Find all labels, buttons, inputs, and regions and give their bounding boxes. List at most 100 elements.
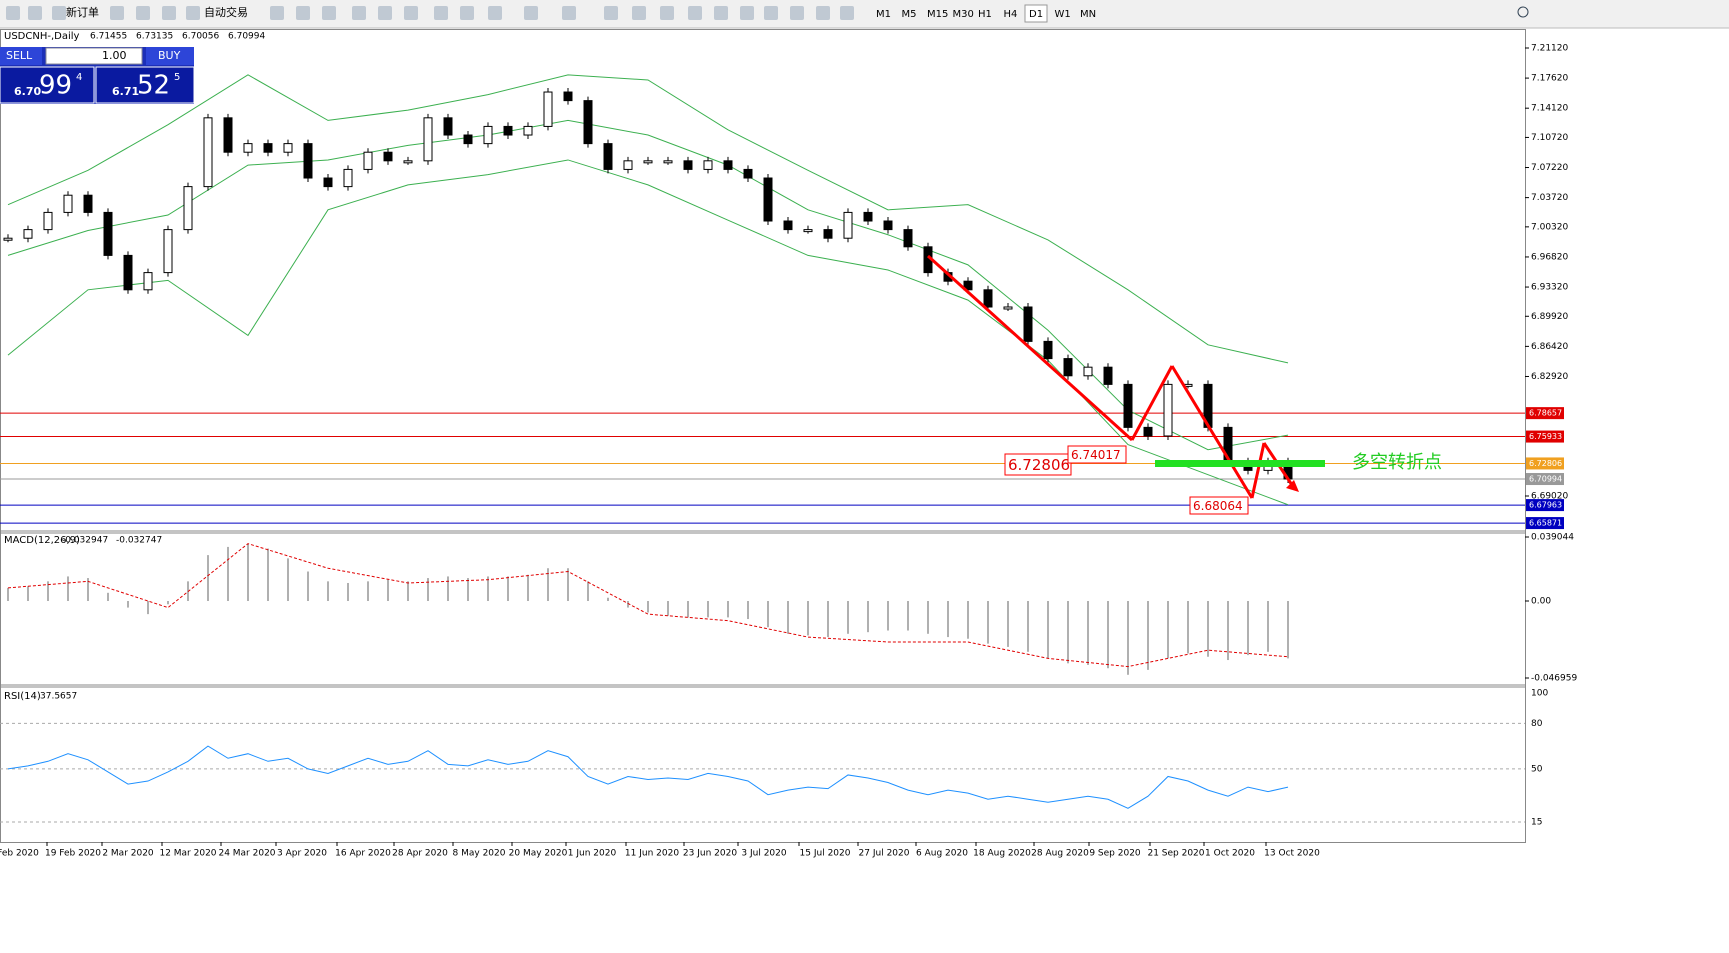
date-label: Feb 2020	[0, 849, 39, 859]
price-level-tag	[1526, 517, 1564, 530]
price-tick-label: 7.14120	[1531, 104, 1568, 114]
bid-price-main: 99	[39, 71, 72, 101]
price-level-tag	[1526, 457, 1564, 470]
search-icon[interactable]	[1517, 6, 1529, 18]
timeframe-button[interactable]: H1	[978, 9, 992, 20]
toolbar-icon[interactable]	[562, 6, 576, 20]
toolbar-icon[interactable]	[322, 6, 336, 20]
toolbar-icon[interactable]	[740, 6, 754, 20]
timeframe-button[interactable]: M15	[927, 9, 948, 20]
candle	[663, 160, 673, 164]
toolbar-icon[interactable]	[816, 6, 830, 20]
date-label: 9 Sep 2020	[1089, 849, 1141, 859]
toolbar-icon[interactable]	[136, 6, 150, 20]
date-label: 3 Jul 2020	[741, 849, 786, 859]
timeframe-button[interactable]: W1	[1055, 9, 1071, 20]
price-level-tag-label: 6.78657	[1529, 409, 1562, 418]
timeframe-button[interactable]: H4	[1004, 9, 1018, 20]
toolbar-icon[interactable]	[404, 6, 418, 20]
candle	[1123, 383, 1133, 428]
price-annotation-box	[1004, 453, 1072, 476]
timeframe-button[interactable]: M1	[876, 9, 891, 20]
candle	[903, 229, 913, 248]
candle	[183, 186, 193, 231]
toolbar	[0, 0, 1729, 28]
price-level-tag-label: 6.70994	[1529, 475, 1562, 484]
toolbar-icon[interactable]	[186, 6, 200, 20]
toolbar-icon[interactable]	[460, 6, 474, 20]
candle	[383, 151, 393, 162]
candle	[223, 117, 233, 153]
date-label: 11 Jun 2020	[625, 849, 679, 859]
toolbar-icon[interactable]	[632, 6, 646, 20]
candle	[643, 160, 653, 164]
toolbar-icon[interactable]	[352, 6, 366, 20]
trend-arrow	[1170, 365, 1254, 499]
price-tick-label: 7.21120	[1531, 44, 1568, 54]
candle	[1103, 366, 1113, 385]
toolbar-icon[interactable]	[270, 6, 284, 20]
toolbar-icon[interactable]	[296, 6, 310, 20]
toolbar-icon[interactable]	[28, 6, 42, 20]
date-label: 20 May 2020	[509, 849, 568, 859]
candle	[43, 211, 53, 231]
candle	[763, 177, 773, 222]
ask-price-main: 52	[137, 71, 170, 101]
toolbar-icon[interactable]	[764, 6, 778, 20]
candle	[443, 117, 453, 136]
timeframe-button[interactable]: MN	[1080, 9, 1096, 20]
toolbar-icon[interactable]	[714, 6, 728, 20]
timeframe-button[interactable]: M5	[902, 9, 917, 20]
date-label: 27 Jul 2020	[859, 849, 910, 859]
macd-tick-label: -0.046959	[1531, 674, 1577, 684]
bid-box	[0, 66, 95, 104]
bid-price-point: 4	[76, 72, 82, 83]
toolbar-icon[interactable]	[688, 6, 702, 20]
candle	[1023, 306, 1033, 342]
price-tick-label: 6.96820	[1531, 252, 1568, 262]
toolbar-icon[interactable]	[840, 6, 854, 20]
candle	[523, 125, 533, 136]
toolbar-icon[interactable]	[524, 6, 538, 20]
candle	[143, 272, 153, 291]
toolbar-button[interactable]: 新订单	[66, 5, 99, 19]
candle	[783, 220, 793, 231]
candle	[3, 237, 13, 241]
timeframe-button[interactable]: M30	[953, 9, 974, 20]
date-label: 2 Mar 2020	[102, 849, 154, 859]
ask-box	[95, 66, 195, 104]
candle	[743, 168, 753, 179]
sell-button[interactable]	[0, 47, 42, 65]
volume-input[interactable]	[45, 47, 143, 65]
toolbar-icon[interactable]	[488, 6, 502, 20]
toolbar-button[interactable]: 自动交易	[204, 5, 248, 19]
date-label: 1 Jun 2020	[568, 849, 617, 859]
price-tick-label: 6.89920	[1531, 312, 1568, 322]
toolbar-icon[interactable]	[604, 6, 618, 20]
candle	[503, 125, 513, 136]
candle	[703, 160, 713, 170]
candle	[983, 289, 993, 308]
volume-value: 1.00	[102, 49, 127, 62]
toolbar-icon[interactable]	[378, 6, 392, 20]
toolbar-icon[interactable]	[52, 6, 66, 20]
candle	[1063, 358, 1073, 377]
arrow-head	[1286, 480, 1299, 492]
buy-button[interactable]	[146, 47, 194, 65]
price-level-tag-label: 6.72806	[1529, 459, 1562, 468]
timeframe-button[interactable]: D1	[1029, 9, 1043, 20]
toolbar-icon[interactable]	[6, 6, 20, 20]
candle	[583, 100, 593, 145]
price-annotation-box	[1189, 496, 1249, 515]
toolbar-icon[interactable]	[660, 6, 674, 20]
toolbar-icon[interactable]	[434, 6, 448, 20]
buy-label: BUY	[158, 49, 181, 62]
rsi-tick-label: 50	[1531, 764, 1543, 774]
price-annotation-box	[1067, 445, 1127, 464]
candle	[1003, 306, 1013, 310]
toolbar-icon[interactable]	[790, 6, 804, 20]
candle	[683, 160, 693, 170]
toolbar-icon[interactable]	[110, 6, 124, 20]
toolbar-icon[interactable]	[162, 6, 176, 20]
